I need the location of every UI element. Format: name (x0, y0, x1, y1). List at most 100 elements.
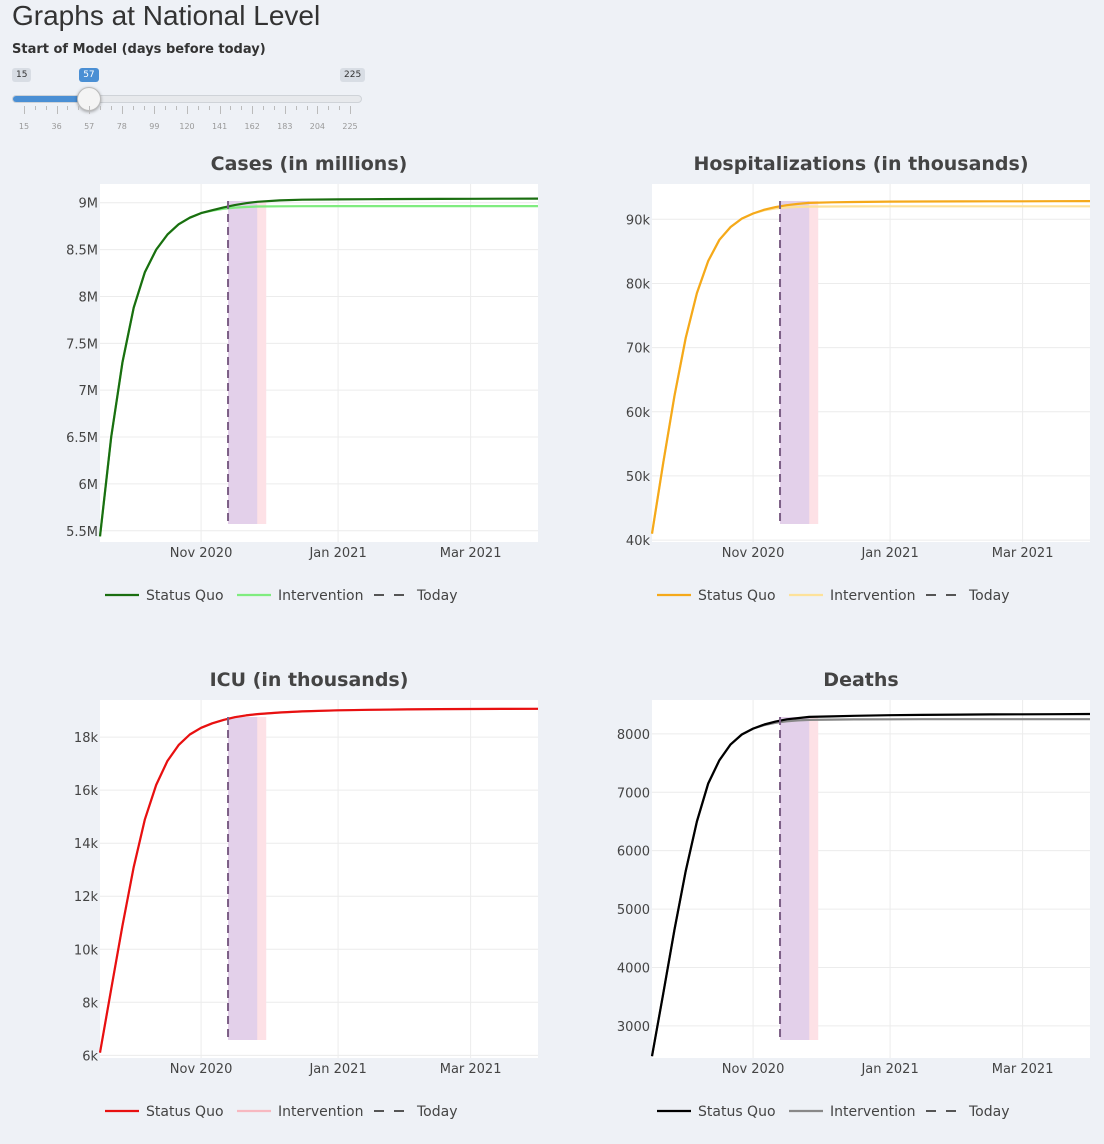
slider-tick-label: 120 (179, 122, 195, 131)
slider-tick-label: 36 (51, 122, 62, 131)
slider-major-tick (252, 106, 254, 114)
y-tick-label: 16k (74, 784, 99, 799)
slider-tick-label: 183 (277, 122, 293, 131)
legend-label: Today (416, 1104, 458, 1120)
slider-major-tick (89, 106, 91, 114)
slider-minor-tick (132, 106, 134, 110)
plot-area (100, 700, 538, 1058)
y-tick-label: 14k (74, 837, 99, 852)
slider-major-tick (154, 106, 156, 114)
y-tick-label: 5000 (617, 903, 650, 918)
series-line-status-quo (650, 200, 1091, 534)
intervention-band-purple (228, 201, 258, 524)
slider-minor-tick (306, 106, 308, 110)
slider-minor-tick (100, 106, 102, 110)
x-tick-label: Nov 2020 (170, 546, 233, 561)
y-tick-label: 7.5M (66, 337, 98, 352)
slider-minor-tick (67, 106, 69, 110)
legend-label: Intervention (278, 1104, 363, 1120)
chart-title: ICU (in thousands) (210, 669, 409, 691)
slider-minor-tick (176, 106, 178, 110)
y-tick-label: 6.5M (66, 431, 98, 446)
y-tick-label: 8.5M (66, 244, 98, 259)
slider-minor-tick (208, 106, 210, 110)
slider-fill (13, 96, 91, 102)
deaths-chart-svg[interactable]: Deaths 3000 4000 5000 6000 7000 8000 Nov 2020 Ja… (552, 664, 1104, 1125)
deaths-chart[interactable]: Deaths 3000 4000 5000 6000 7000 8000 Nov 2020 Ja… (552, 664, 1104, 1144)
cases-chart[interactable]: Cases (in millions) 5.5M 6M 6.5M 7M 7.5M 8M 8.5… (0, 148, 552, 628)
y-tick-label: 4000 (617, 961, 650, 976)
x-tick-label: Jan 2021 (308, 1062, 366, 1077)
slider-major-tick (219, 106, 221, 114)
y-tick-label: 50k (626, 470, 651, 485)
x-tick-label: Jan 2021 (860, 1062, 918, 1077)
slider-value-badge: 57 (79, 68, 99, 82)
slider-tick-label: 15 (18, 122, 30, 131)
slider-tick-label: 99 (149, 122, 160, 131)
y-tick-label: 18k (74, 731, 99, 746)
slider-minor-tick (263, 106, 265, 110)
slider-major-tick (24, 106, 25, 114)
y-tick-label: 8000 (617, 728, 650, 743)
series-line-status-quo (650, 712, 1091, 1057)
x-tick-label: Mar 2021 (440, 1062, 502, 1077)
slider-track[interactable] (12, 95, 362, 103)
hospitalizations-chart[interactable]: Hospitalizations (in thousands) 40k 50k 60k… (552, 148, 1104, 628)
slider-tick-label: 141 (211, 122, 228, 131)
series-line-status-quo (98, 197, 539, 537)
slider-major-tick (317, 106, 319, 114)
slider-major-tick (121, 106, 123, 114)
slider-label: Start of Model (days before today) (12, 42, 266, 57)
slider-major-tick (350, 106, 351, 114)
slider-max-badge: 225 (340, 68, 366, 82)
y-tick-label: 8M (79, 290, 99, 305)
y-tick-label: 3000 (617, 1020, 650, 1035)
slider-min-badge: 15 (12, 68, 32, 82)
legend-label: Status Quo (146, 1104, 224, 1120)
y-tick-label: 10k (74, 943, 99, 958)
legend-label: Status Quo (146, 588, 224, 604)
x-tick-label: Mar 2021 (992, 546, 1054, 561)
chart-title: Deaths (823, 669, 898, 691)
slider-major-tick (56, 106, 58, 114)
slider-tick-label: 225 (342, 122, 358, 131)
start-of-model-slider[interactable]: 15 57 225 15 36 57 78 99 120 141 162 183 204 225 (12, 66, 366, 136)
page-title: Graphs at National Level (12, 0, 321, 31)
y-tick-label: 8k (82, 996, 98, 1011)
hospitalizations-chart-svg[interactable]: Hospitalizations (in thousands) 40k 50k 60k… (552, 148, 1104, 628)
slider-minor-tick (143, 106, 145, 110)
icu-chart-svg[interactable]: ICU (in thousands) 6k 8k 10k 12k 14k 16k 18k Nov… (0, 664, 552, 1125)
y-tick-label: 60k (626, 406, 651, 421)
slider-tick-label: 78 (116, 122, 127, 131)
intervention-band-purple (228, 717, 258, 1040)
legend-label: Status Quo (698, 1104, 776, 1120)
y-tick-label: 5.5M (66, 525, 98, 540)
x-tick-label: Mar 2021 (992, 1062, 1054, 1077)
plot-area (652, 184, 1090, 542)
slider-tick-label: 162 (244, 122, 260, 131)
slider-minor-tick (78, 106, 80, 110)
slider-minor-tick (197, 106, 199, 110)
slider-minor-tick (34, 106, 36, 110)
slider-major-tick (284, 106, 286, 114)
legend-label: Status Quo (698, 588, 776, 604)
cases-chart-svg[interactable]: Cases (in millions) 5.5M 6M 6.5M 7M 7.5M 8M 8.5… (0, 148, 552, 628)
series-line-status-quo (98, 707, 539, 1053)
y-tick-label: 90k (626, 213, 651, 228)
slider-minor-tick (241, 106, 243, 110)
slider-minor-tick (45, 106, 47, 110)
plot-area (100, 184, 538, 542)
slider-ticks: 15 36 57 78 99 120 141 162 183 204 225 (12, 106, 364, 136)
slider-major-tick (187, 106, 188, 114)
y-tick-label: 6k (82, 1049, 98, 1064)
y-tick-label: 6000 (617, 845, 650, 860)
icu-chart[interactable]: ICU (in thousands) 6k 8k 10k 12k 14k 16k 18k Nov… (0, 664, 552, 1144)
slider-minor-tick (110, 106, 112, 110)
y-tick-label: 70k (626, 342, 651, 357)
intervention-band-purple (780, 717, 810, 1040)
x-tick-label: Jan 2021 (308, 546, 366, 561)
slider-minor-tick (165, 106, 167, 110)
legend-label: Today (968, 588, 1010, 604)
y-tick-label: 12k (74, 890, 99, 905)
slider-minor-tick (295, 106, 297, 110)
